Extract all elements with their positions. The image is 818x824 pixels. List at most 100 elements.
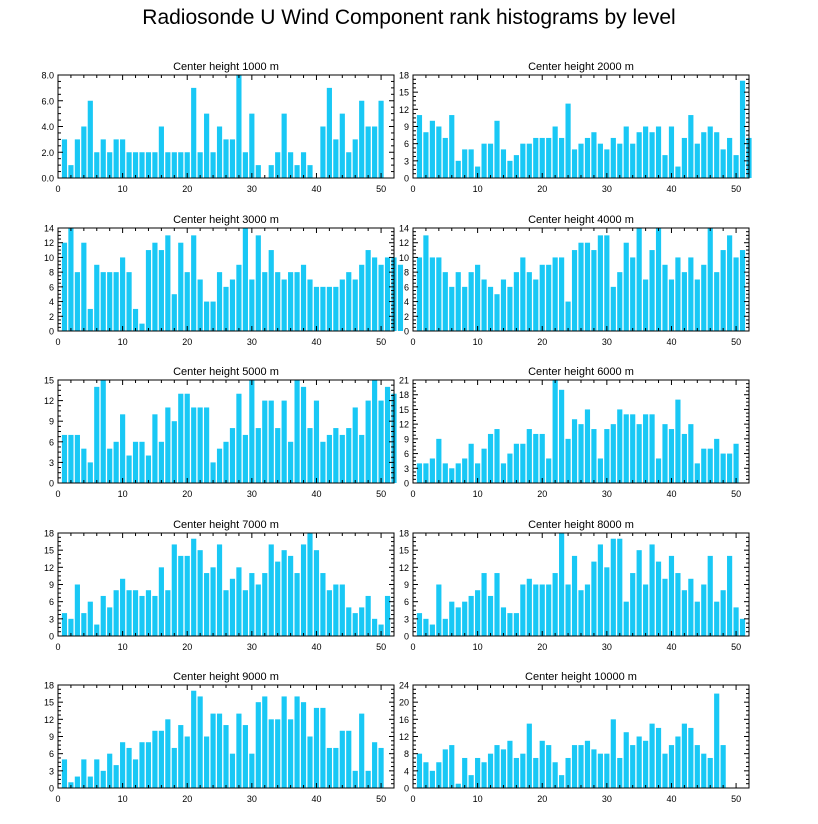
histogram-bar [242,434,248,483]
histogram-bar [617,409,623,483]
y-tick-label: 0 [404,784,409,794]
histogram-bar [668,279,675,331]
histogram-bar [571,745,578,788]
x-tick-label: 50 [376,642,386,652]
histogram-bar [158,250,164,331]
x-tick-label: 40 [666,184,676,194]
histogram-bar [500,463,507,483]
histogram-bar [74,584,80,636]
histogram-bar [649,544,655,636]
histogram-bar [397,264,404,331]
histogram-bar [74,272,80,331]
histogram-bar [249,380,255,483]
histogram-bar [584,584,591,636]
histogram-bar [352,139,358,179]
histogram-bar [481,279,487,331]
histogram-bar [462,757,468,788]
y-tick-label: 0 [49,784,54,794]
histogram-bar [268,400,274,483]
histogram-bar [152,152,158,178]
y-tick-label: 12 [399,563,409,573]
x-tick-label: 40 [666,337,676,347]
y-tick-label: 3 [49,458,54,468]
y-tick-label: 6 [404,282,409,292]
histogram-bar [623,126,629,178]
histogram-bar [559,533,565,636]
x-tick-label: 40 [311,794,321,804]
x-tick-label: 0 [410,184,415,194]
y-tick-label: 3 [404,464,409,474]
histogram-bar [171,544,177,636]
histogram-bar [649,250,655,331]
histogram-bar [681,590,687,636]
histogram-bar [326,590,332,636]
histogram-bar [236,567,242,636]
histogram-bar [701,753,707,788]
histogram-bar [113,441,119,483]
histogram-bar [294,272,300,331]
histogram-bar [126,747,132,788]
histogram-bar [313,286,320,331]
y-tick-label: 9 [49,732,54,742]
histogram-bar [694,745,700,788]
histogram-bar [184,555,190,636]
histogram-bar [372,618,378,636]
histogram-bar [288,441,294,483]
histogram-bar [513,613,519,636]
histogram-bar [468,443,474,483]
histogram-bar [132,152,139,178]
histogram-bar [591,561,597,636]
histogram-bar [694,463,700,483]
histogram-bar [520,257,526,331]
histogram-bar [204,736,210,788]
histogram-bar [262,573,268,636]
histogram-bar [210,462,216,483]
x-tick-label: 30 [247,794,257,804]
histogram-panel: Center height 3000 m 0 2 4 6 8 10 12 14 0 10 20 30 40… [44,214,404,347]
histogram-bar [623,414,629,483]
x-tick-label: 10 [473,337,483,347]
histogram-bar [513,155,519,178]
histogram-bar [436,438,442,483]
histogram-bar [565,301,571,331]
histogram-bar [288,152,294,178]
histogram-bar [346,272,352,331]
panel-title: Center height 5000 m [173,366,279,378]
histogram-bar [339,113,345,179]
panel-title: Center height 10000 m [525,671,637,683]
histogram-bar [365,770,371,788]
histogram-bar [494,573,500,636]
histogram-bar [707,555,713,636]
histogram-bar [681,433,687,483]
histogram-bar [643,740,649,788]
histogram-bar [546,745,552,788]
histogram-bar [649,414,655,483]
x-tick-label: 0 [410,794,415,804]
histogram-bar [630,573,636,636]
y-tick-label: 4 [49,297,54,307]
histogram-bar [727,453,733,483]
histogram-bar [320,573,326,636]
x-tick-label: 50 [376,794,386,804]
histogram-bar [113,272,119,331]
histogram-bar [688,578,694,636]
histogram-bar [662,424,668,483]
x-tick-label: 10 [118,642,128,652]
x-tick-label: 40 [666,794,676,804]
x-tick-label: 50 [731,642,741,652]
histogram-bar [610,719,616,788]
histogram-bar [333,286,339,331]
histogram-bar [468,775,474,789]
histogram-bar [727,137,733,178]
y-tick-label: 2 [404,312,409,322]
histogram-bar [416,463,423,483]
histogram-bar [546,137,552,178]
histogram-bar [365,595,371,636]
histogram-bar [333,584,339,636]
histogram-bar [352,407,358,483]
histogram-bar [571,149,578,178]
x-tick-label: 20 [537,337,547,347]
histogram-bar [107,753,113,788]
histogram-bar [61,613,68,636]
histogram-bar [681,723,687,789]
